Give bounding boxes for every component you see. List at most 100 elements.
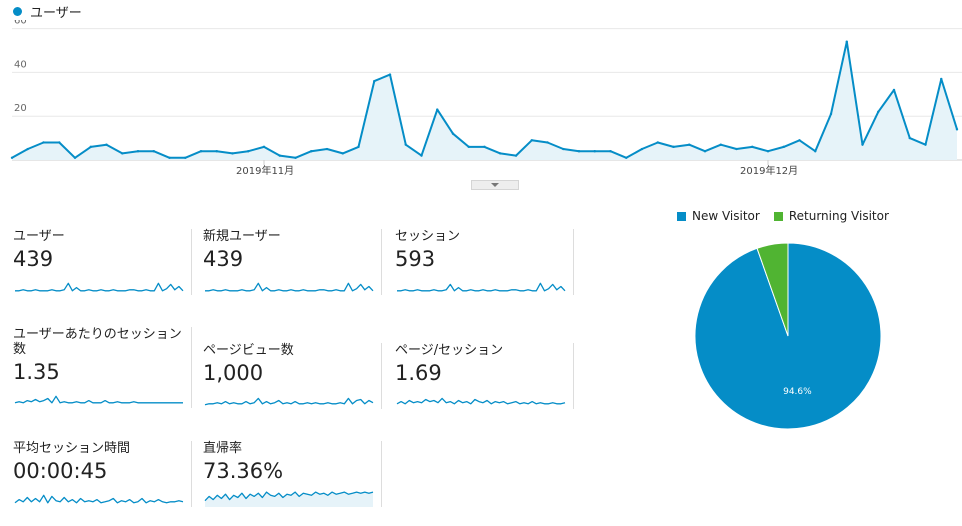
returning-visitor-swatch-icon — [773, 211, 783, 221]
y-tick-label: 40 — [14, 59, 27, 70]
data-point — [562, 147, 565, 151]
data-point — [404, 143, 407, 146]
data-point — [798, 139, 801, 142]
data-point — [782, 145, 785, 149]
metric-avg-session-duration[interactable]: 平均セッション時間 00:00:45 — [13, 441, 192, 507]
data-point — [73, 156, 77, 160]
metric-pageviews[interactable]: ページビュー数 1,000 — [203, 343, 382, 409]
sparkline — [204, 491, 374, 507]
data-point — [593, 150, 596, 153]
data-point — [89, 145, 92, 149]
data-point — [42, 141, 45, 144]
sparkline — [205, 282, 374, 292]
sparkline-path — [14, 395, 183, 404]
chart-resize-handle[interactable] — [471, 180, 519, 190]
metric-value: 439 — [13, 247, 54, 271]
data-point — [514, 154, 518, 157]
sparkline — [397, 282, 566, 292]
pie-slice-1 — [756, 242, 789, 337]
data-point — [310, 150, 313, 153]
data-point — [688, 143, 691, 146]
area-fill — [12, 41, 957, 161]
data-point — [325, 147, 329, 151]
metric-value: 1.35 — [13, 360, 60, 384]
metric-value: 00:00:45 — [13, 459, 108, 483]
sparkline — [15, 282, 184, 292]
data-point — [719, 143, 722, 146]
sparkline-path — [204, 491, 374, 502]
x-tick-label: 2019年11月 — [236, 164, 294, 177]
sparkline-path — [397, 282, 566, 292]
data-point — [940, 77, 943, 81]
series-line-users — [11, 40, 958, 159]
data-point — [672, 145, 675, 149]
metric-label: ユーザーあたりのセッション数 — [13, 327, 182, 357]
data-point — [247, 150, 250, 153]
data-point — [436, 108, 439, 111]
metric-sessions-per-user[interactable]: ユーザーあたりのセッション数 1.35 — [13, 327, 192, 408]
legend-item-returning-visitor[interactable]: Returning Visitor — [773, 209, 889, 223]
data-point — [262, 145, 266, 149]
sparkline — [204, 397, 374, 406]
data-point — [152, 150, 155, 153]
data-point — [388, 73, 392, 76]
x-tick-label: 2019年12月 — [740, 164, 798, 177]
metric-value: 73.36% — [203, 459, 284, 483]
data-point — [845, 40, 848, 43]
data-point — [829, 112, 833, 116]
caret-down-icon — [491, 183, 499, 187]
legend-item-new-visitor[interactable]: New Visitor — [677, 209, 760, 223]
new-visitor-swatch-icon — [677, 211, 686, 221]
metric-label: 新規ユーザー — [203, 229, 281, 244]
data-point — [58, 141, 61, 144]
slice-label: 94.6% — [783, 387, 812, 397]
data-point — [735, 147, 738, 151]
data-point — [656, 141, 659, 144]
data-point — [168, 156, 171, 160]
sparkline-fill — [205, 492, 373, 507]
data-point — [877, 110, 880, 114]
metric-bounce-rate[interactable]: 直帰率 73.36% — [203, 441, 382, 507]
data-point — [341, 152, 344, 155]
data-point — [199, 150, 203, 153]
metric-new-users[interactable]: 新規ユーザー 439 — [203, 229, 382, 295]
series-dot-icon — [13, 6, 22, 16]
sparkline-path — [15, 282, 184, 292]
sparkline — [14, 494, 184, 504]
metric-users[interactable]: ユーザー 439 — [13, 229, 192, 295]
users-line-chart[interactable]: 20 40 60 2019年11月 2019年12月 — [0, 20, 962, 180]
pie-legend[interactable]: New Visitor Returning Visitor — [677, 208, 903, 224]
chart-legend[interactable]: ユーザー — [13, 2, 82, 21]
data-point — [955, 128, 959, 131]
data-point — [420, 154, 423, 157]
data-point — [184, 156, 187, 160]
data-point — [451, 132, 455, 135]
data-point — [215, 150, 218, 153]
metric-sessions[interactable]: セッション 593 — [395, 229, 574, 295]
data-point — [546, 141, 549, 144]
data-point — [609, 150, 612, 153]
data-point — [530, 139, 533, 142]
metric-value: 593 — [395, 247, 436, 271]
metric-label: セッション — [395, 229, 461, 244]
metric-label: 直帰率 — [203, 441, 243, 456]
data-point — [231, 152, 234, 155]
legend-label: New Visitor — [692, 209, 760, 223]
data-point — [294, 156, 297, 160]
data-point — [10, 156, 14, 160]
metric-pages-per-session[interactable]: ページ/セッション 1.69 — [395, 343, 574, 409]
data-point — [467, 145, 470, 149]
sparkline — [396, 397, 566, 405]
data-point — [105, 143, 108, 146]
data-point — [892, 88, 896, 92]
data-point — [625, 156, 628, 160]
metric-label: ユーザー — [13, 229, 65, 244]
metric-label: ページビュー数 — [203, 343, 294, 358]
data-point — [861, 143, 864, 146]
sparkline-path — [14, 494, 184, 504]
legend-label: ユーザー — [30, 5, 82, 21]
sparkline-path — [205, 282, 374, 292]
sparkline — [14, 395, 183, 404]
metric-label: ページ/セッション — [395, 343, 504, 358]
visitor-type-pie-chart[interactable]: 94.6% — [690, 238, 886, 434]
